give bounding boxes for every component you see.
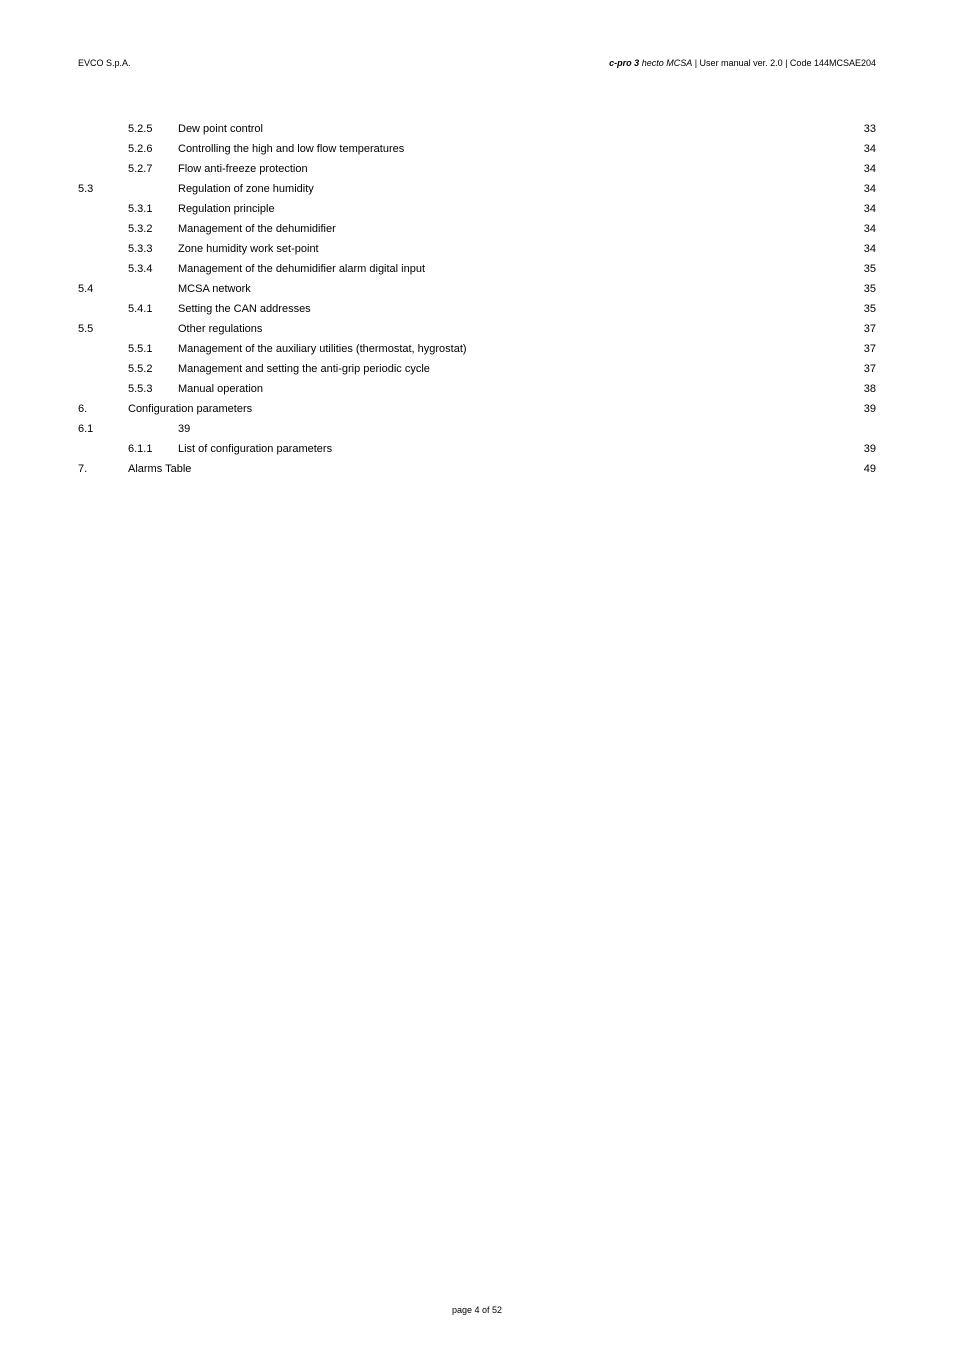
toc-row: 5.4 MCSA network 35 xyxy=(78,284,876,295)
toc-page: 34 xyxy=(864,144,876,155)
toc-label: Other regulations xyxy=(178,324,264,335)
toc-number: 6.1 xyxy=(78,424,106,435)
toc-row: 5.3 Regulation of zone humidity 34 xyxy=(78,184,876,195)
toc-label: Manual operation xyxy=(178,384,265,395)
toc-label: MCSA network xyxy=(178,284,253,295)
header-left: EVCO S.p.A. xyxy=(78,58,131,68)
toc-page: 34 xyxy=(864,244,876,255)
toc-row: 5.3.2Management of the dehumidifier 34 xyxy=(78,224,876,235)
toc-number: 5.5.3 xyxy=(128,384,178,395)
toc-row: 5.2.5Dew point control 33 xyxy=(78,124,876,135)
toc-number: 5.5.2 xyxy=(128,364,178,375)
header-product-bold: c-pro 3 xyxy=(609,58,639,68)
toc-row: 5.3.4Management of the dehumidifier alar… xyxy=(78,264,876,275)
toc-label: Dew point control xyxy=(178,124,265,135)
toc-row: 5.5 Other regulations 37 xyxy=(78,324,876,335)
toc-label: Configuration parameters xyxy=(128,404,254,415)
toc-label: Setting the CAN addresses xyxy=(178,304,313,315)
page: EVCO S.p.A. c-pro 3 hecto MCSA | User ma… xyxy=(0,0,954,1351)
toc-number: 5.3.3 xyxy=(128,244,178,255)
toc-label: Management of the dehumidifier alarm dig… xyxy=(178,264,427,275)
toc-number: 5.3 xyxy=(78,184,106,195)
table-of-contents: 5.2.5Dew point control 33 5.2.6Controlling… xyxy=(78,124,876,475)
toc-label: Flow anti-freeze protection xyxy=(178,164,310,175)
toc-page: 39 xyxy=(864,404,876,415)
toc-row: 7.Alarms Table 49 xyxy=(78,464,876,475)
toc-label: Management and setting the anti-grip per… xyxy=(178,364,432,375)
toc-number: 5.3.1 xyxy=(128,204,178,215)
toc-number: 5.4.1 xyxy=(128,304,178,315)
toc-label: Zone humidity work set-point xyxy=(178,244,321,255)
toc-page: 35 xyxy=(864,284,876,295)
toc-number: 5.3.2 xyxy=(128,224,178,235)
toc-row: 5.2.7Flow anti-freeze protection 34 xyxy=(78,164,876,175)
toc-page: 37 xyxy=(864,324,876,335)
toc-label: Management of the dehumidifier xyxy=(178,224,338,235)
header-product-italic: hecto MCSA xyxy=(639,58,692,68)
toc-page: 35 xyxy=(864,304,876,315)
toc-page: 38 xyxy=(864,384,876,395)
toc-label: Alarms Table xyxy=(128,464,193,475)
toc-row: 6.1 39 xyxy=(78,424,876,435)
toc-row: 5.4.1Setting the CAN addresses 35 xyxy=(78,304,876,315)
toc-page: 35 xyxy=(864,264,876,275)
toc-number: 5.4 xyxy=(78,284,106,295)
toc-row: 6.Configuration parameters 39 xyxy=(78,404,876,415)
toc-row: 5.3.1Regulation principle 34 xyxy=(78,204,876,215)
toc-row: 5.2.6Controlling the high and low flow t… xyxy=(78,144,876,155)
toc-page: 37 xyxy=(864,364,876,375)
toc-row: 5.5.1Management of the auxiliary utiliti… xyxy=(78,344,876,355)
toc-row: 5.3.3Zone humidity work set-point 34 xyxy=(78,244,876,255)
header-right: c-pro 3 hecto MCSA | User manual ver. 2.… xyxy=(609,58,876,68)
toc-label: Regulation principle xyxy=(178,204,277,215)
toc-number: 5.2.5 xyxy=(128,124,178,135)
toc-page: 39 xyxy=(864,444,876,455)
toc-row: 5.5.3Manual operation 38 xyxy=(78,384,876,395)
toc-number: 5.5.1 xyxy=(128,344,178,355)
toc-page: 37 xyxy=(864,344,876,355)
toc-page: 34 xyxy=(864,204,876,215)
toc-page: 34 xyxy=(864,164,876,175)
toc-number: 5.2.6 xyxy=(128,144,178,155)
toc-label: Controlling the high and low flow temper… xyxy=(178,144,406,155)
toc-page: 34 xyxy=(864,184,876,195)
toc-number: 6.1.1 xyxy=(128,444,178,455)
page-header: EVCO S.p.A. c-pro 3 hecto MCSA | User ma… xyxy=(78,58,876,68)
toc-number: 7. xyxy=(78,464,128,475)
toc-label: Regulation of zone humidity xyxy=(178,184,316,195)
header-meta: | User manual ver. 2.0 | Code 144MCSAE20… xyxy=(692,58,876,68)
toc-number: 5.2.7 xyxy=(128,164,178,175)
toc-page: 34 xyxy=(864,224,876,235)
toc-page: 49 xyxy=(864,464,876,475)
toc-row: 5.5.2Management and setting the anti-gri… xyxy=(78,364,876,375)
toc-label: 39 xyxy=(178,424,192,435)
toc-label: Management of the auxiliary utilities (t… xyxy=(178,344,469,355)
toc-number: 6. xyxy=(78,404,128,415)
toc-row: 6.1.1List of configuration parameters 39 xyxy=(78,444,876,455)
toc-page: 33 xyxy=(864,124,876,135)
toc-number: 5.3.4 xyxy=(128,264,178,275)
toc-number: 5.5 xyxy=(78,324,106,335)
page-footer: page 4 of 52 xyxy=(0,1305,954,1315)
toc-label: List of configuration parameters xyxy=(178,444,334,455)
